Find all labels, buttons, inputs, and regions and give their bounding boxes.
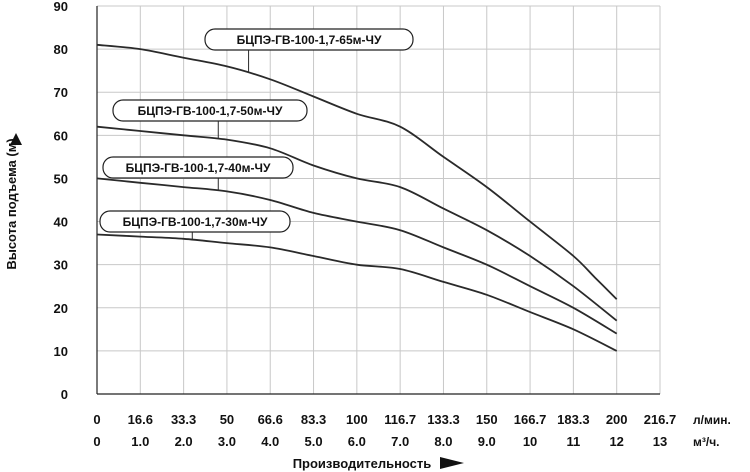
series-label-box xyxy=(99,210,291,233)
x-tick-label-m3h: 9.0 xyxy=(478,434,496,449)
series-line-1 xyxy=(96,43,618,300)
y-tick-label: 70 xyxy=(54,85,68,100)
chart-axes xyxy=(96,6,660,395)
x-unit-m3h: м³/ч. xyxy=(693,435,720,449)
x-tick-label-m3h: 5.0 xyxy=(304,434,322,449)
y-tick-label: 30 xyxy=(54,258,68,273)
series-label-text: БЦПЭ-ГВ-100-1,7-40м-ЧУ xyxy=(126,161,271,175)
x-tick-label-m3h: 13 xyxy=(653,434,667,449)
x-axis-title: Производительность xyxy=(293,456,464,471)
chart-grid xyxy=(96,5,661,395)
x-tick-label-lmin: 116.7 xyxy=(384,412,416,427)
y-tick-label: 80 xyxy=(54,42,68,57)
x-tick-label-lmin: 200 xyxy=(606,412,628,427)
x-tick-label-m3h: 2.0 xyxy=(175,434,193,449)
y-tick-label: 10 xyxy=(54,344,68,359)
y-axis-title-text: Высота подъема (м) xyxy=(4,138,19,269)
pump-curves xyxy=(96,43,618,352)
x-unit-lmin: л/мин. xyxy=(693,413,731,427)
x-tick-label-m3h: 6.0 xyxy=(348,434,366,449)
series-label-box xyxy=(112,99,308,122)
y-tick-labels: 0 10 20 30 40 50 60 70 80 90 xyxy=(54,0,68,402)
x-tick-labels-lmin: 0 16.6 33.3 50 66.6 83.3 100 116.7 133.3 150 166.7… xyxy=(93,412,676,427)
series-label-text: БЦПЭ-ГВ-100-1,7-50м-ЧУ xyxy=(138,104,283,118)
x-tick-label-m3h: 10 xyxy=(523,434,537,449)
x-tick-label-m3h: 0 xyxy=(93,434,100,449)
series-label-text: БЦПЭ-ГВ-100-1,7-65м-ЧУ xyxy=(237,33,382,47)
series-label-box xyxy=(102,156,294,179)
x-tick-label-lmin: 166.7 xyxy=(514,412,547,427)
x-tick-label-lmin: 183.3 xyxy=(557,412,590,427)
y-axis-arrow-icon xyxy=(10,133,22,145)
y-tick-label: 0 xyxy=(61,387,68,402)
x-tick-label-m3h: 7.0 xyxy=(391,434,409,449)
x-tick-label-lmin: 66.6 xyxy=(258,412,283,427)
x-tick-label-lmin: 133.3 xyxy=(427,412,460,427)
series-line-2 xyxy=(96,125,618,322)
x-tick-labels-m3h: 0 1.0 2.0 3.0 4.0 5.0 6.0 7.0 8.0 9.0 10 11 12 13 xyxy=(93,434,667,449)
x-tick-label-m3h: 8.0 xyxy=(434,434,452,449)
series-line-3 xyxy=(96,177,618,335)
x-tick-label-lmin: 100 xyxy=(346,412,368,427)
y-axis-title: Высота подъема (м) xyxy=(4,133,22,270)
x-tick-label-lmin: 33.3 xyxy=(171,412,196,427)
x-tick-label-m3h: 4.0 xyxy=(261,434,279,449)
series-label-text: БЦПЭ-ГВ-100-1,7-30м-ЧУ xyxy=(123,215,268,229)
x-tick-label-lmin: 0 xyxy=(93,412,100,427)
series-label-box xyxy=(204,28,414,51)
x-tick-label-m3h: 3.0 xyxy=(218,434,236,449)
x-tick-label-lmin: 150 xyxy=(476,412,498,427)
y-tick-label: 60 xyxy=(54,128,68,143)
series-labels: БЦПЭ-ГВ-100-1,7-65м-ЧУ БЦПЭ-ГВ-100-1,7-50… xyxy=(99,28,414,240)
x-tick-label-m3h: 12 xyxy=(609,434,623,449)
x-tick-label-lmin: 16.6 xyxy=(128,412,153,427)
y-tick-label: 50 xyxy=(54,171,68,186)
series-line-4 xyxy=(96,233,618,352)
x-axis-title-text: Производительность xyxy=(293,456,432,471)
y-tick-label: 90 xyxy=(54,0,68,14)
x-tick-label-lmin: 216.7 xyxy=(644,412,677,427)
x-axis-arrow-icon xyxy=(440,457,464,469)
y-tick-label: 20 xyxy=(54,301,68,316)
x-tick-label-m3h: 11 xyxy=(567,434,581,449)
x-tick-label-lmin: 50 xyxy=(220,412,234,427)
x-tick-label-lmin: 83.3 xyxy=(301,412,326,427)
x-tick-label-m3h: 1.0 xyxy=(131,434,149,449)
y-tick-label: 40 xyxy=(54,215,68,230)
